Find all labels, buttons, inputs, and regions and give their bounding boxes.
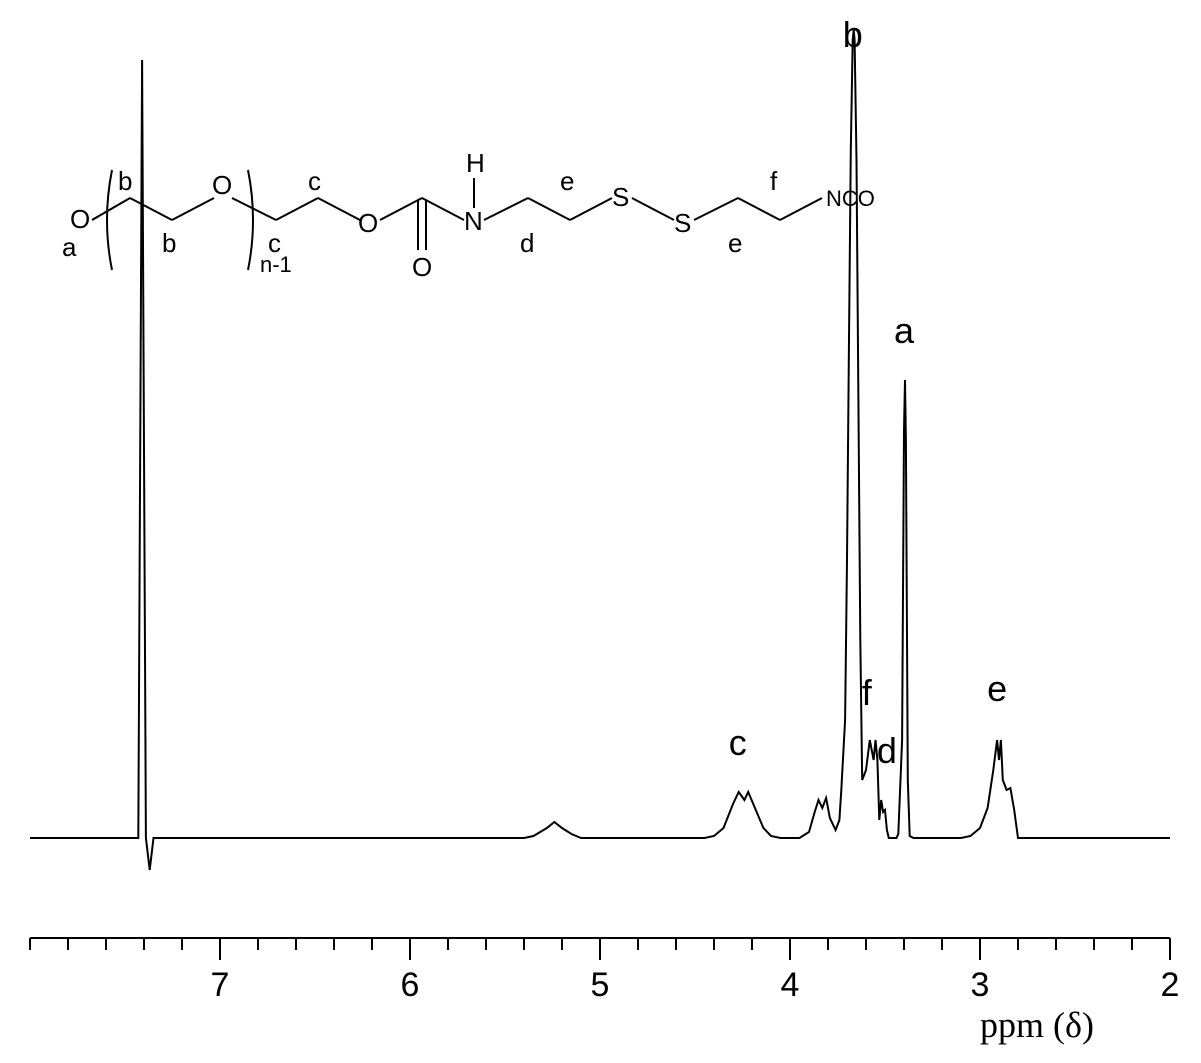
x-tick-label: 6 xyxy=(390,966,430,1005)
peak-label-b: b xyxy=(843,14,863,56)
atom-o1: O xyxy=(70,204,90,234)
atom-s2: S xyxy=(674,208,691,238)
atom-s1: S xyxy=(612,182,629,212)
label-e2: e xyxy=(728,228,742,258)
nmr-figure: O a b b O n-1 c c O O N H d e S S e f NC… xyxy=(0,0,1201,1063)
atom-n1: N xyxy=(464,206,483,236)
atom-o3: O xyxy=(358,208,378,238)
label-b2: b xyxy=(162,228,176,258)
label-b1: b xyxy=(118,166,132,196)
label-a: a xyxy=(62,232,77,262)
label-f: f xyxy=(770,166,778,196)
x-tick-label: 3 xyxy=(960,966,1000,1005)
label-c1: c xyxy=(268,228,281,258)
peak-label-e: e xyxy=(987,668,1007,710)
x-tick-label: 5 xyxy=(580,966,620,1005)
peak-label-c: c xyxy=(729,722,747,764)
peak-label-d: d xyxy=(877,730,897,772)
atom-o2: O xyxy=(212,170,232,200)
x-tick-label: 2 xyxy=(1150,966,1190,1005)
x-tick-label: 4 xyxy=(770,966,810,1005)
atom-nco: NCO xyxy=(826,186,875,211)
x-tick-label: 7 xyxy=(200,966,240,1005)
label-d: d xyxy=(520,228,534,258)
label-e1: e xyxy=(560,166,574,196)
molecular-structure: O a b b O n-1 c c O O N H d e S S e f NC… xyxy=(62,100,962,320)
atom-h1: H xyxy=(466,148,485,178)
peak-label-a: a xyxy=(894,310,914,352)
x-axis-label: ppm (δ) xyxy=(980,1004,1094,1046)
label-c2: c xyxy=(308,166,321,196)
atom-o4: O xyxy=(412,252,432,282)
peak-label-f: f xyxy=(862,672,872,714)
